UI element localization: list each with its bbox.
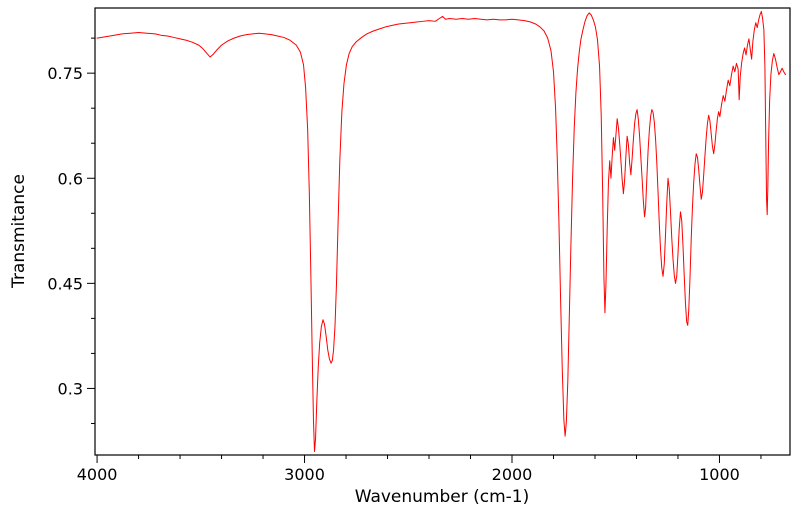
axis-ticks: 4000 3000 2000 1000 0.3 0.45 0.6 0.75	[47, 37, 762, 484]
y-tick-label: 0.3	[58, 379, 83, 398]
x-tick-label: 3000	[284, 465, 325, 484]
y-tick-label: 0.6	[58, 169, 83, 188]
x-tick-label: 4000	[77, 465, 118, 484]
x-tick-label: 2000	[492, 465, 533, 484]
x-tick-label: 1000	[699, 465, 740, 484]
y-axis-label: Transmitance	[9, 174, 29, 289]
y-tick-label: 0.75	[47, 64, 83, 83]
spectrum-trace	[96, 11, 786, 452]
plot-frame	[94, 7, 791, 456]
x-axis-label: Wavenumber (cm-1)	[355, 487, 530, 507]
y-tick-label: 0.45	[47, 274, 83, 293]
